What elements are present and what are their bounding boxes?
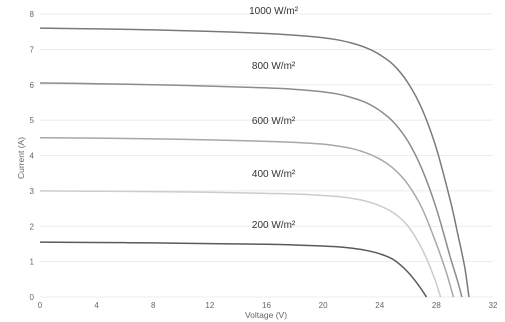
series-label: 400 W/m² (252, 169, 296, 180)
x-tick-label: 4 (94, 301, 99, 310)
y-tick-label: 6 (30, 81, 35, 90)
x-tick-label: 8 (151, 301, 156, 310)
x-tick-label: 16 (262, 301, 271, 310)
y-tick-label: 4 (30, 152, 35, 161)
y-tick-label: 2 (30, 222, 35, 231)
series-line (39, 137, 455, 298)
x-tick-label: 28 (432, 301, 441, 310)
x-tick-label: 0 (38, 301, 43, 310)
y-tick-label: 5 (30, 116, 35, 125)
y-tick-label: 1 (30, 258, 35, 267)
series-label: 800 W/m² (252, 61, 296, 72)
y-tick-label: 0 (30, 293, 35, 302)
curve-labels: 1000 W/m² 800 W/m² 600 W/m² 400 W/m² 200 W/m… (249, 6, 299, 231)
x-axis-title: Voltage (V) (245, 310, 287, 320)
x-tick-label: 24 (375, 301, 384, 310)
series-label: 200 W/m² (252, 220, 296, 231)
y-axis-ticks: 0 1 2 3 4 5 6 7 8 (30, 10, 35, 302)
y-tick-label: 7 (30, 45, 35, 54)
curves (39, 27, 470, 298)
y-axis-title: Current (A) (16, 137, 26, 179)
x-tick-label: 32 (489, 301, 498, 310)
y-tick-label: 8 (30, 10, 35, 19)
series-line (39, 82, 463, 298)
x-tick-label: 12 (205, 301, 214, 310)
series-label: 600 W/m² (252, 116, 296, 127)
series-line (39, 27, 470, 298)
series-line (39, 241, 428, 298)
x-tick-label: 20 (319, 301, 328, 310)
y-tick-label: 3 (30, 187, 35, 196)
series-line (39, 190, 442, 298)
x-axis-ticks: 0 4 8 12 16 20 24 28 32 (38, 301, 498, 310)
series-label: 1000 W/m² (249, 6, 299, 17)
